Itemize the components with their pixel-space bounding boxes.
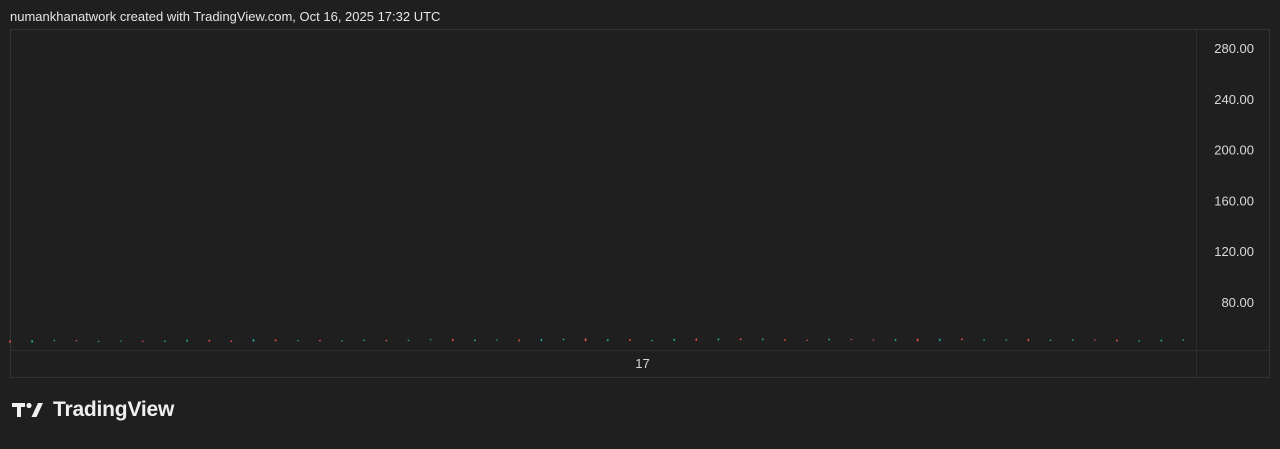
- chart-attribution: numankhanatwork created with TradingView…: [10, 9, 441, 24]
- y-axis: 80.00 120.00 160.00 200.00 240.00 280.00: [1214, 41, 1254, 310]
- candle-body: [938, 339, 941, 341]
- candle-body: [695, 339, 698, 341]
- candle-body: [451, 339, 454, 341]
- candle-body: [274, 339, 277, 341]
- chart-frame: [10, 29, 1270, 378]
- candle-body: [363, 340, 366, 341]
- candle-body: [385, 340, 388, 341]
- candle-body: [1182, 340, 1185, 341]
- candle-body: [208, 340, 211, 342]
- candle-body: [1071, 339, 1074, 341]
- candle-body: [717, 338, 720, 341]
- candle-body: [75, 340, 78, 342]
- candle-body: [828, 339, 831, 341]
- tradingview-wordmark: TradingView: [53, 398, 175, 421]
- candle-body: [474, 340, 476, 342]
- y-tick-label: 120.00: [1214, 244, 1254, 259]
- candle-body: [872, 339, 875, 341]
- candle-body: [628, 339, 631, 341]
- x-axis: 17202326Oct47101316: [635, 356, 649, 371]
- candle-body: [961, 339, 963, 341]
- candle-body: [164, 341, 166, 342]
- candle-body: [850, 339, 853, 340]
- candle-body: [1138, 340, 1140, 342]
- y-tick-label: 160.00: [1214, 193, 1254, 208]
- candle-body: [119, 340, 122, 342]
- candle-body: [983, 339, 986, 341]
- candle-body: [540, 339, 543, 341]
- candle-body: [341, 340, 343, 342]
- candle-body: [518, 339, 521, 341]
- candle-body: [407, 339, 410, 341]
- tradingview-logo-icon: [12, 402, 43, 417]
- y-tick-label: 200.00: [1214, 143, 1254, 158]
- candle-body: [1093, 339, 1096, 341]
- x-tick-label: 17: [635, 356, 649, 371]
- candle-body: [9, 341, 11, 342]
- candle-body: [584, 339, 587, 341]
- candle-body: [31, 340, 34, 342]
- candle-body: [97, 340, 100, 342]
- candle-body: [806, 339, 808, 341]
- candle-body: [141, 340, 144, 342]
- candles-layer: [9, 338, 1185, 343]
- candle-body: [186, 340, 189, 342]
- candle-body: [1005, 339, 1008, 341]
- candle-body: [496, 339, 498, 341]
- y-tick-label: 80.00: [1221, 295, 1254, 310]
- candle-body: [606, 339, 609, 341]
- candle-body: [252, 339, 255, 342]
- candle-body: [1160, 340, 1163, 341]
- y-tick-label: 280.00: [1214, 41, 1254, 56]
- candle-body: [1027, 339, 1030, 341]
- candle-body: [739, 338, 742, 340]
- candle-body: [783, 339, 786, 341]
- candle-body: [296, 340, 299, 342]
- candle-body: [230, 340, 233, 342]
- candle-body: [761, 339, 764, 341]
- candle-body: [894, 339, 897, 341]
- candle-body: [53, 340, 56, 342]
- candle-body: [429, 339, 432, 341]
- brand-footer[interactable]: TradingView: [12, 398, 174, 422]
- candle-body: [651, 340, 653, 342]
- candle-body: [1116, 340, 1118, 341]
- candle-body: [319, 340, 321, 342]
- candle-body: [916, 339, 919, 341]
- candle-body: [562, 339, 565, 340]
- candle-body: [673, 339, 676, 341]
- candle-body: [1049, 340, 1052, 341]
- y-tick-label: 240.00: [1214, 92, 1254, 107]
